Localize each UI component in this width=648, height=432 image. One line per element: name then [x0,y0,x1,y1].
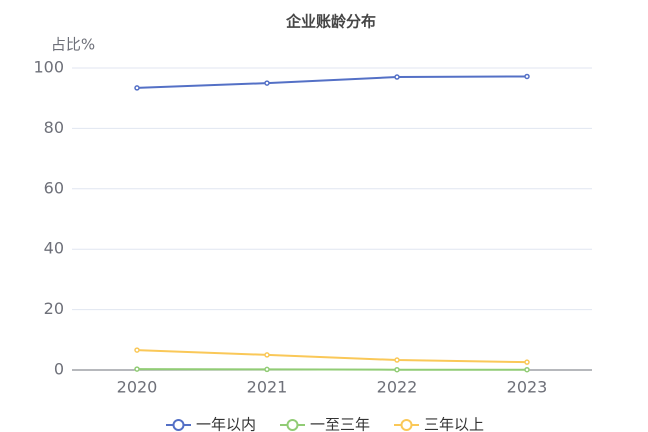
y-tick-label: 20 [44,299,64,318]
x-tick-label: 2021 [247,378,288,397]
series-line [136,368,527,371]
data-point [134,347,140,353]
series-line [136,75,528,89]
x-tick-label: 2022 [377,378,418,397]
data-point [524,73,530,80]
x-tick-label: 2023 [507,378,548,397]
y-axis-label: 占比% [51,36,95,54]
data-point [394,366,400,373]
y-tick-label: 40 [44,239,64,258]
data-point [264,366,270,373]
y-tick-label: 100 [33,58,64,77]
data-point [524,359,530,365]
y-tick-label: 60 [44,178,64,197]
data-point [134,85,140,91]
legend-marker [286,419,299,431]
legend-label: 一至三年 [310,416,370,432]
series-line [136,349,528,364]
legend-marker [172,419,185,431]
data-point [264,80,270,86]
y-tick-label: 80 [44,118,64,137]
x-tick-label: 2020 [117,378,158,397]
data-point [394,74,400,80]
data-point [264,352,270,358]
legend-marker [400,419,413,431]
data-point [134,366,140,372]
data-point [524,366,530,373]
legend-label: 三年以上 [424,416,484,432]
chart-title: 企业账龄分布 [285,13,376,31]
data-point [394,357,400,363]
y-tick-label: 0 [54,360,64,379]
legend-label: 一年以内 [196,416,256,432]
